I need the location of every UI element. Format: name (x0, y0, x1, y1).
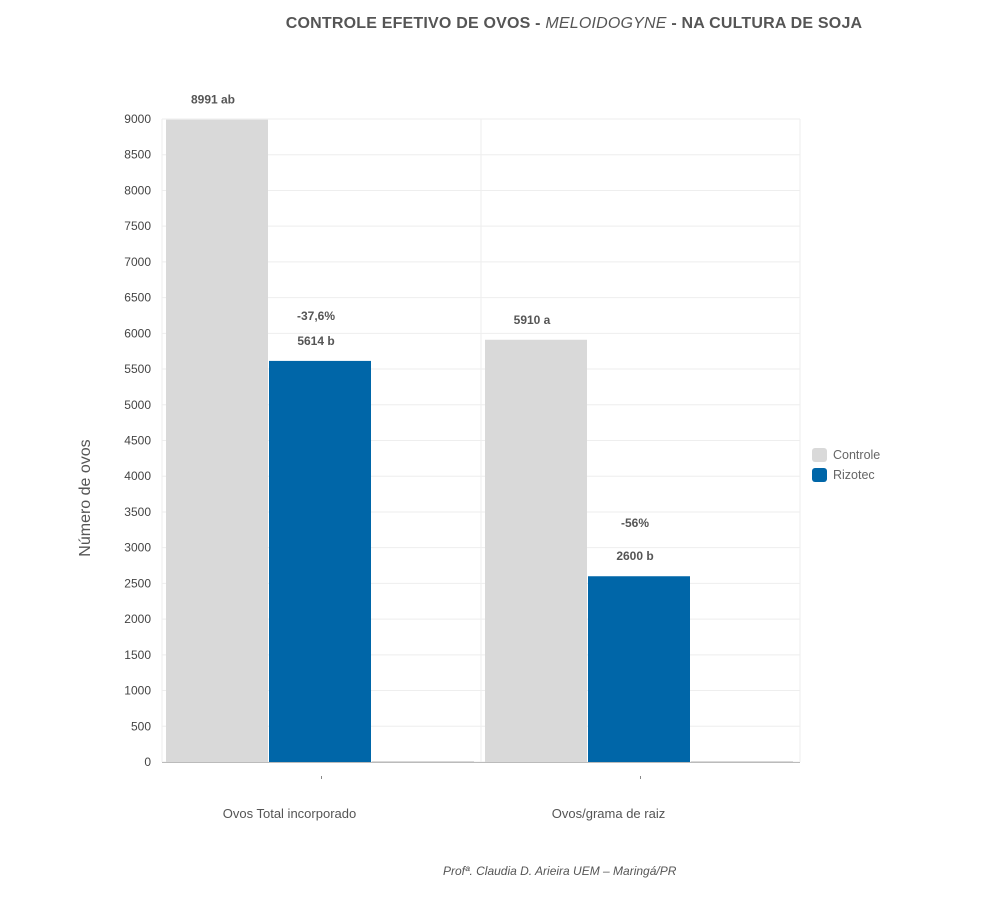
bar-rizotec (588, 576, 690, 762)
footer-credit: Profª. Claudia D. Arieira UEM – Maringá/… (443, 864, 677, 878)
y-tick-label: 1000 (124, 684, 151, 698)
chart-title-part1: CONTROLE EFETIVO DE OVOS - (285, 15, 546, 32)
legend-swatch-controle (812, 448, 827, 462)
bar-controle (485, 339, 587, 762)
y-tick-label: 0 (144, 755, 151, 769)
y-tick-label: 500 (131, 719, 151, 733)
y-tick-label: 2500 (124, 576, 151, 590)
data-label: 5614 b (297, 334, 334, 348)
bar-rizotec (269, 360, 371, 762)
y-tick-label: 9000 (124, 112, 151, 126)
y-tick-label: 5000 (124, 398, 151, 412)
y-tick-label: 3000 (124, 541, 151, 555)
legend-swatch-rizotec (812, 468, 827, 482)
y-tick-label: 6000 (124, 326, 151, 340)
data-label: 2600 b (616, 549, 653, 563)
legend-label-controle: Controle (833, 448, 880, 462)
y-axis-title: Número de ovos (77, 439, 94, 556)
x-tick-label: Ovos/grama de raiz (552, 806, 665, 821)
y-tick-label: 7500 (124, 219, 151, 233)
y-tick-label: 3500 (124, 505, 151, 519)
x-tick-label: Ovos Total incorporado (223, 806, 356, 821)
bar-empty-slot (372, 761, 474, 763)
bar-controle (166, 119, 268, 762)
y-tick-label: 5500 (124, 362, 151, 376)
y-tick-label: 8500 (124, 148, 151, 162)
y-tick-label: 7000 (124, 255, 151, 269)
y-tick-label: 2000 (124, 612, 151, 626)
chart-title: CONTROLE EFETIVO DE OVOS - MELOIDOGYNE -… (0, 15, 998, 33)
y-tick-label: 4000 (124, 469, 151, 483)
chart-title-part3: - NA CULTURA DE SOJA (666, 15, 863, 32)
bar-empty-slot (691, 761, 793, 763)
chart-title-part2: MELOIDOGYNE (545, 15, 667, 32)
legend-label-rizotec: Rizotec (833, 468, 875, 482)
y-tick-label: 4500 (124, 434, 151, 448)
reduction-label: -56% (621, 516, 649, 530)
data-label: 5910 a (514, 313, 551, 327)
reduction-label: -37,6% (297, 309, 335, 323)
data-label: 8991 ab (191, 93, 235, 107)
y-tick-label: 6500 (124, 291, 151, 305)
y-tick-label: 1500 (124, 648, 151, 662)
y-tick-label: 8000 (124, 183, 151, 197)
